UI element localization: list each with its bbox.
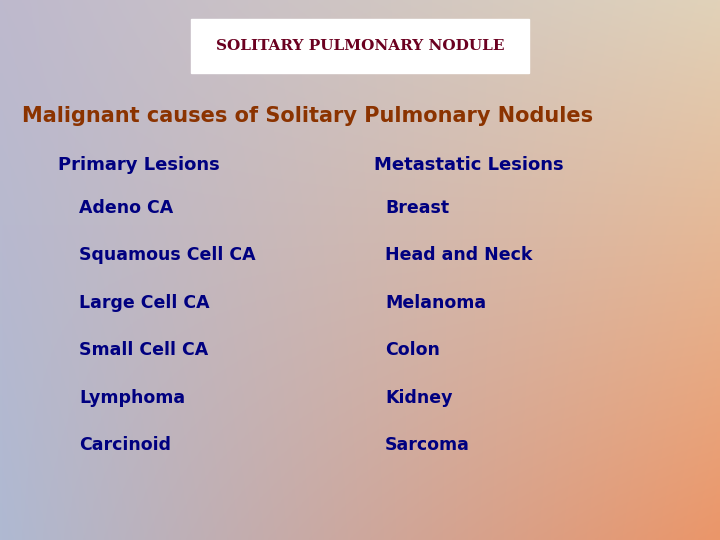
Text: Metastatic Lesions: Metastatic Lesions (374, 156, 564, 174)
Text: Primary Lesions: Primary Lesions (58, 156, 220, 174)
Text: Head and Neck: Head and Neck (385, 246, 533, 265)
Text: SOLITARY PULMONARY NODULE: SOLITARY PULMONARY NODULE (216, 39, 504, 53)
Text: Sarcoma: Sarcoma (385, 436, 470, 455)
Text: Small Cell CA: Small Cell CA (79, 341, 209, 360)
Text: Melanoma: Melanoma (385, 294, 486, 312)
Text: Squamous Cell CA: Squamous Cell CA (79, 246, 256, 265)
Text: Malignant causes of Solitary Pulmonary Nodules: Malignant causes of Solitary Pulmonary N… (22, 106, 593, 126)
Text: Colon: Colon (385, 341, 440, 360)
Text: Carcinoid: Carcinoid (79, 436, 171, 455)
Text: Breast: Breast (385, 199, 449, 217)
FancyBboxPatch shape (191, 19, 529, 73)
Text: Kidney: Kidney (385, 389, 453, 407)
Text: Adeno CA: Adeno CA (79, 199, 174, 217)
Text: Lymphoma: Lymphoma (79, 389, 185, 407)
Text: Large Cell CA: Large Cell CA (79, 294, 210, 312)
